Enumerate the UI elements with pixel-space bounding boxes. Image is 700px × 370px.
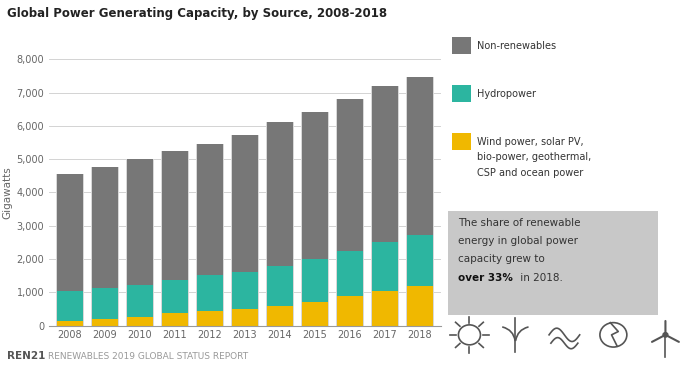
Bar xyxy=(92,288,118,319)
Text: capacity grew to: capacity grew to xyxy=(458,254,545,264)
Bar xyxy=(372,242,398,291)
Bar xyxy=(406,77,435,326)
Text: CSP and ocean power: CSP and ocean power xyxy=(477,168,583,178)
Bar xyxy=(231,135,260,326)
Bar xyxy=(407,77,433,235)
FancyArrowPatch shape xyxy=(516,327,528,340)
Bar xyxy=(232,272,258,309)
Bar xyxy=(301,112,330,326)
Text: in 2018.: in 2018. xyxy=(517,273,563,283)
Bar xyxy=(232,135,258,272)
Text: over 33%: over 33% xyxy=(458,273,513,283)
Bar xyxy=(407,286,433,326)
Text: bio-power, geothermal,: bio-power, geothermal, xyxy=(477,152,591,162)
Bar xyxy=(267,122,293,266)
Bar xyxy=(161,151,189,326)
Bar xyxy=(162,313,188,326)
Bar xyxy=(57,321,83,326)
Bar xyxy=(337,251,363,296)
Bar xyxy=(197,144,223,275)
Bar xyxy=(57,291,83,321)
Bar xyxy=(337,100,363,251)
Bar xyxy=(336,100,365,326)
Bar xyxy=(267,266,293,306)
Bar xyxy=(92,319,118,326)
Bar xyxy=(56,174,85,326)
Bar xyxy=(127,159,153,285)
Text: Hydropower: Hydropower xyxy=(477,89,536,99)
Bar xyxy=(302,259,328,302)
Bar xyxy=(302,302,328,326)
Bar xyxy=(162,280,188,313)
FancyArrowPatch shape xyxy=(503,327,515,340)
Bar xyxy=(371,86,399,326)
Bar xyxy=(91,167,120,326)
Bar xyxy=(127,285,153,317)
Bar xyxy=(372,86,398,242)
Bar xyxy=(126,159,155,326)
Bar xyxy=(197,311,223,326)
Circle shape xyxy=(663,333,668,337)
Text: Non-renewables: Non-renewables xyxy=(477,41,556,51)
Text: RENEWABLES 2019 GLOBAL STATUS REPORT: RENEWABLES 2019 GLOBAL STATUS REPORT xyxy=(48,352,248,361)
Text: REN21: REN21 xyxy=(7,351,46,361)
Bar xyxy=(196,144,225,326)
Text: Wind power, solar PV,: Wind power, solar PV, xyxy=(477,137,583,147)
Text: energy in global power: energy in global power xyxy=(458,236,578,246)
Bar xyxy=(266,122,295,326)
Bar xyxy=(372,291,398,326)
Bar xyxy=(127,317,153,326)
Text: The share of renewable: The share of renewable xyxy=(458,218,581,228)
Text: Global Power Generating Capacity, by Source, 2008-2018: Global Power Generating Capacity, by Sou… xyxy=(7,7,387,20)
Bar xyxy=(302,112,328,259)
Bar xyxy=(92,167,118,288)
Bar xyxy=(232,309,258,326)
Y-axis label: Gigawatts: Gigawatts xyxy=(2,166,12,219)
Bar xyxy=(267,306,293,326)
Bar xyxy=(197,275,223,311)
Bar xyxy=(57,174,83,291)
Bar xyxy=(337,296,363,326)
Bar xyxy=(407,235,433,286)
Bar xyxy=(162,151,188,280)
